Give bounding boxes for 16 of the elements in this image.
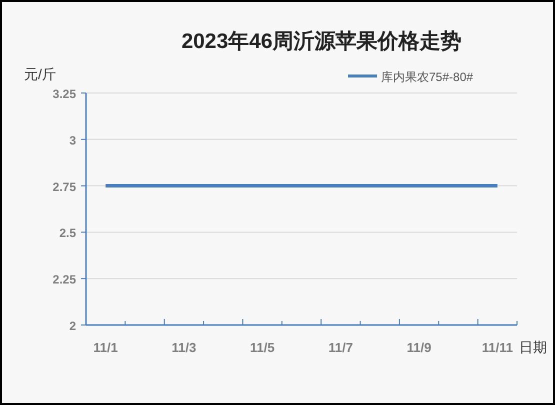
x-tick-label: 11/7: [328, 340, 353, 355]
y-tick-label: 2.25: [52, 272, 76, 287]
title: 2023年46周沂源苹果价格走势: [181, 30, 462, 53]
x-tick-label: 11/9: [406, 340, 432, 355]
y-tick-label: 3.25: [52, 87, 76, 101]
y-tick-label: 2.5: [59, 226, 76, 240]
x-tick-label: 11/3: [172, 340, 196, 355]
y-axis-title: 元/斤: [24, 66, 56, 82]
x-tick-label: 11/1: [93, 340, 118, 355]
x-tick-label: 11/5: [250, 340, 275, 355]
y-tick-label: 3: [69, 133, 76, 148]
x-tick-label: 11/11: [482, 340, 513, 355]
y-tick-label: 2.75: [52, 180, 76, 194]
legend-label: 库内果农75#-80#: [381, 70, 474, 84]
y-tick-label: 2: [69, 319, 76, 333]
x-axis-title: 日期: [519, 339, 547, 355]
